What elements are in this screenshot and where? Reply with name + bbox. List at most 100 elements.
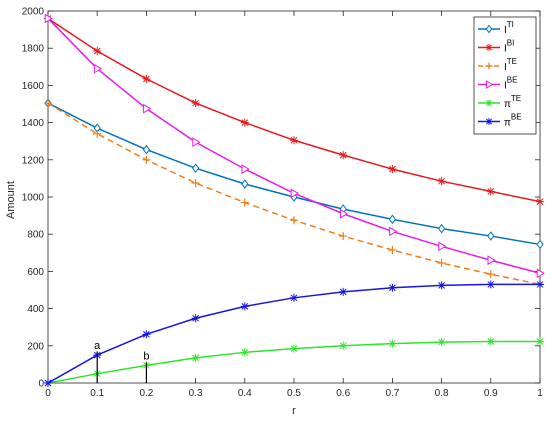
data-point <box>339 151 348 160</box>
data-point <box>486 337 495 346</box>
legend-box <box>473 16 537 135</box>
y-tick-label: 600 <box>27 267 44 278</box>
data-point <box>339 232 348 241</box>
y-tick-label: 200 <box>27 341 44 352</box>
data-point <box>437 259 446 268</box>
y-axis-label: Amount <box>5 181 17 219</box>
data-point <box>388 246 397 255</box>
series-2 <box>44 99 544 289</box>
y-tick-label: 1800 <box>22 44 45 55</box>
data-point <box>191 314 200 323</box>
data-point <box>487 231 495 241</box>
data-point <box>339 208 349 219</box>
legend-item: IBE <box>478 76 517 92</box>
annotation-label: b <box>143 350 149 362</box>
data-point <box>44 13 53 24</box>
data-point <box>536 337 544 346</box>
y-tick-label: 1000 <box>22 193 45 204</box>
data-point <box>388 214 397 225</box>
data-point <box>191 179 200 188</box>
data-point <box>93 46 102 55</box>
data-point <box>339 341 348 350</box>
data-point <box>437 223 446 234</box>
data-point <box>142 74 151 83</box>
data-point <box>536 268 545 279</box>
x-tick-label: 0 <box>45 388 51 399</box>
data-point <box>240 302 249 311</box>
data-point <box>240 348 249 357</box>
y-tick-label: 1200 <box>22 155 45 166</box>
data-point <box>290 293 298 302</box>
data-point <box>437 338 446 347</box>
data-point <box>536 280 544 289</box>
y-tick-label: 800 <box>27 230 44 241</box>
x-tick-label: 1 <box>537 388 543 399</box>
data-point <box>437 177 446 186</box>
data-point <box>142 330 151 339</box>
data-point <box>389 226 398 237</box>
legend-item: ITE <box>478 57 517 73</box>
data-point <box>536 239 544 250</box>
x-tick-label: 0.6 <box>336 388 350 399</box>
data-point <box>241 179 249 189</box>
series-0 <box>44 98 544 250</box>
y-tick-label: 1400 <box>22 118 45 129</box>
data-point <box>536 197 544 206</box>
y-tick-label: 1600 <box>22 81 45 92</box>
legend-item: ITI <box>478 20 514 36</box>
series-1 <box>44 14 544 206</box>
data-point <box>485 62 493 70</box>
data-point <box>142 144 151 155</box>
data-point <box>486 280 495 289</box>
data-point <box>93 63 103 74</box>
legend-label: πTE <box>504 94 521 110</box>
legend-label: IBE <box>504 76 517 92</box>
data-point <box>388 165 397 174</box>
data-point <box>339 287 348 296</box>
data-point <box>290 188 299 199</box>
data-point <box>486 80 494 89</box>
series-3 <box>44 13 545 279</box>
data-point <box>240 118 249 127</box>
data-point <box>142 155 151 164</box>
y-tick-label: 2000 <box>22 7 45 18</box>
data-point <box>485 118 493 125</box>
data-point <box>191 353 200 362</box>
y-tick-label: 0 <box>38 379 44 390</box>
data-point <box>437 281 446 290</box>
x-tick-label: 0.8 <box>435 388 449 399</box>
data-point <box>487 255 496 266</box>
x-tick-label: 0.7 <box>385 388 399 399</box>
data-point <box>438 241 447 252</box>
data-point <box>240 198 249 207</box>
y-axis: 0 200 400 600 800 1000 1200 1400 1600 1800 2000 <box>22 7 540 390</box>
data-point <box>486 187 495 196</box>
legend-label: IBI <box>504 39 514 55</box>
y-tick-label: 400 <box>27 304 44 315</box>
x-tick-label: 0.9 <box>484 388 498 399</box>
legend-item: πTE <box>478 94 521 110</box>
legend: ITI IBI ITE IBE πTE πBE <box>473 16 537 135</box>
legend-label: ITE <box>504 57 517 73</box>
legend-label: πBE <box>504 113 522 129</box>
data-point <box>44 99 52 108</box>
x-tick-label: 0.1 <box>90 388 104 399</box>
data-point <box>290 136 298 145</box>
data-point <box>486 270 495 279</box>
data-point <box>44 379 52 387</box>
x-tick-label: 0.3 <box>189 388 203 399</box>
data-point <box>388 339 397 348</box>
series-layer <box>44 13 545 387</box>
data-point <box>290 344 298 353</box>
data-point <box>191 99 200 108</box>
data-point <box>192 137 201 148</box>
x-tick-label: 0.2 <box>139 388 153 399</box>
data-point <box>388 283 397 292</box>
data-point <box>143 103 152 114</box>
x-axis-label: r <box>292 405 296 417</box>
data-point <box>191 163 200 174</box>
annotations: ab <box>94 340 149 383</box>
x-tick-label: 0.5 <box>287 388 301 399</box>
x-tick-label: 0.4 <box>238 388 252 399</box>
